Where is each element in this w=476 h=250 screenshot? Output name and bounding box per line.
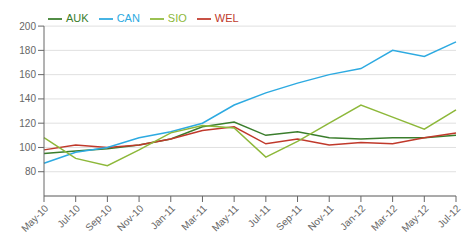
- svg-text:120: 120: [19, 118, 36, 129]
- svg-text:Jul-10: Jul-10: [55, 202, 82, 229]
- svg-text:140: 140: [19, 93, 36, 104]
- svg-text:Sep-11: Sep-11: [274, 202, 304, 232]
- html-text:CAN: CAN: [116, 12, 140, 24]
- svg-text:160: 160: [19, 69, 36, 80]
- svg-text:May-12: May-12: [399, 202, 431, 234]
- svg-text:Mar-11: Mar-11: [179, 202, 209, 232]
- svg-text:Jan-12: Jan-12: [338, 202, 368, 232]
- svg-text:Jul-12: Jul-12: [435, 202, 462, 229]
- svg-text:Nov-11: Nov-11: [306, 202, 336, 232]
- svg-text:80: 80: [25, 166, 37, 177]
- svg-text:Jan-11: Jan-11: [148, 202, 177, 231]
- svg-text:May-10: May-10: [19, 202, 51, 234]
- html-text:WEL: WEL: [214, 12, 239, 24]
- svg-text:Mar-12: Mar-12: [369, 202, 399, 232]
- html-text:SIO: SIO: [167, 12, 187, 24]
- svg-text:Sep-10: Sep-10: [83, 202, 114, 233]
- svg-text:Nov-10: Nov-10: [115, 202, 146, 233]
- svg-text:Jul-11: Jul-11: [246, 202, 273, 229]
- svg-text:100: 100: [19, 142, 36, 153]
- html-text:AUK: AUK: [66, 12, 89, 24]
- svg-text:May-11: May-11: [210, 202, 241, 233]
- svg-text:180: 180: [19, 45, 36, 56]
- svg-text:200: 200: [19, 21, 36, 32]
